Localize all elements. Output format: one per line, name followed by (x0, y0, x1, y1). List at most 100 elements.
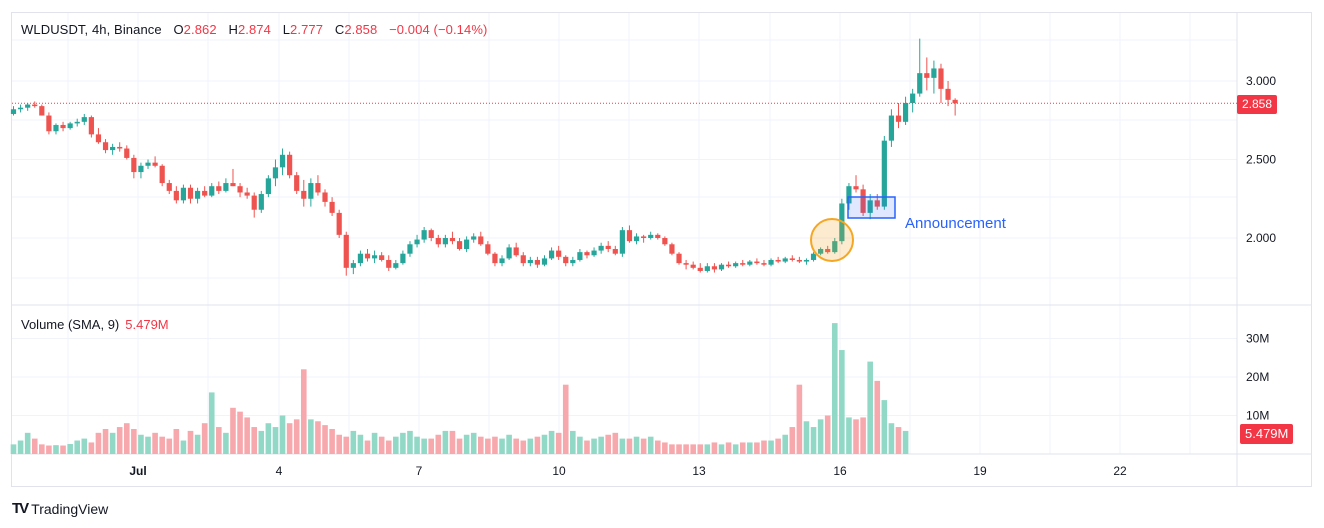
volume-bar (74, 440, 81, 454)
volume-bar (449, 430, 456, 454)
candle-body (655, 234, 661, 238)
candle-body (938, 68, 944, 89)
volume-bar (414, 436, 420, 454)
volume-bar (272, 427, 279, 454)
volume-bar (166, 438, 173, 454)
volume-bar (867, 361, 873, 454)
volume-bar (662, 442, 668, 454)
candle-body (641, 236, 647, 238)
candle-body (294, 175, 300, 191)
volume-bar (442, 430, 449, 454)
volume-bar (329, 428, 335, 454)
volume-bar (407, 430, 413, 454)
tradingview-logo[interactable]: TV TradingView (12, 500, 108, 517)
volume-bar (527, 438, 534, 454)
volume-bar (605, 434, 612, 454)
candle-body (88, 117, 94, 135)
volume-bar (562, 384, 569, 454)
volume-bar (470, 432, 477, 454)
volume-bars (10, 323, 909, 454)
volume-bar (640, 438, 647, 454)
volume-bar (499, 438, 505, 454)
candle-body (10, 109, 17, 114)
candle-body (202, 190, 208, 196)
volume-bar (385, 440, 392, 454)
volume-tag: 5.479M (1240, 424, 1294, 444)
candle-body (371, 255, 378, 259)
volume-bar (492, 436, 498, 454)
candle-body (945, 88, 951, 100)
candle-body (350, 263, 356, 268)
volume-bar (676, 444, 682, 454)
candle-body (548, 250, 555, 259)
candle-body (718, 264, 725, 270)
candle-body (464, 239, 470, 249)
candle-body (46, 115, 52, 132)
volume-bar (796, 384, 803, 454)
candle-body (825, 248, 831, 253)
grid-lines (12, 13, 1311, 486)
volume-bar (626, 438, 633, 454)
volume-bar (258, 430, 265, 454)
candle-body (17, 107, 24, 110)
volume-bar (683, 444, 689, 454)
volume-bar (131, 428, 137, 454)
candle-body (110, 146, 116, 151)
open-label: O (173, 22, 184, 37)
volume-bar (824, 415, 831, 454)
volume-bar (541, 434, 548, 454)
volume-bar (555, 432, 562, 454)
volume-bar (336, 434, 342, 454)
volume-bar (216, 427, 222, 454)
candle-body (442, 238, 448, 245)
candle-body (244, 192, 250, 196)
candle-body (39, 106, 45, 116)
volume-bar (393, 436, 399, 454)
candle-body (541, 258, 548, 265)
volume-bar (718, 444, 725, 454)
candle-body (25, 104, 31, 108)
volume-bar (208, 392, 215, 454)
volume-bar (725, 442, 732, 454)
volume-tick-label: 10M (1246, 409, 1269, 423)
volume-bar (534, 436, 541, 454)
volume-bar (152, 432, 158, 454)
candle-body (711, 266, 718, 270)
candle-body (117, 146, 123, 149)
candle-body (138, 165, 144, 173)
volume-bar (435, 434, 442, 454)
candle-body (662, 238, 668, 245)
volume-bar (817, 419, 824, 454)
candle-body (910, 93, 916, 103)
candle-body (166, 183, 172, 191)
candle-body (471, 236, 477, 240)
candle-body (952, 99, 958, 104)
volume-bar (371, 432, 378, 454)
candle-body (669, 244, 675, 254)
announcement-label: Announcement (905, 215, 1007, 232)
volume-bar (286, 423, 293, 454)
candle-body (527, 259, 533, 264)
legend-header: WLDUSDT, 4h, Binance O2.862 H2.874 L2.77… (21, 22, 487, 37)
candle-body (194, 190, 201, 199)
candle-body (648, 234, 654, 238)
candle-body (740, 263, 746, 265)
time-tick-label: 10 (552, 464, 566, 478)
volume-bar (315, 421, 321, 454)
candle-body (917, 73, 923, 94)
volume-bar (237, 411, 243, 454)
candle-body (506, 247, 512, 259)
candle-body (733, 263, 739, 267)
volume-bar (31, 438, 38, 454)
candle-body (867, 200, 873, 213)
volume-bar (704, 444, 711, 454)
candle-body (478, 236, 484, 245)
candle-body (775, 259, 781, 262)
open-value: 2.862 (183, 22, 217, 37)
candle-body (853, 186, 859, 190)
volume-bar (400, 432, 406, 454)
candle-body (187, 187, 194, 199)
volume-bar (633, 436, 640, 454)
time-tick-label: 13 (692, 464, 706, 478)
